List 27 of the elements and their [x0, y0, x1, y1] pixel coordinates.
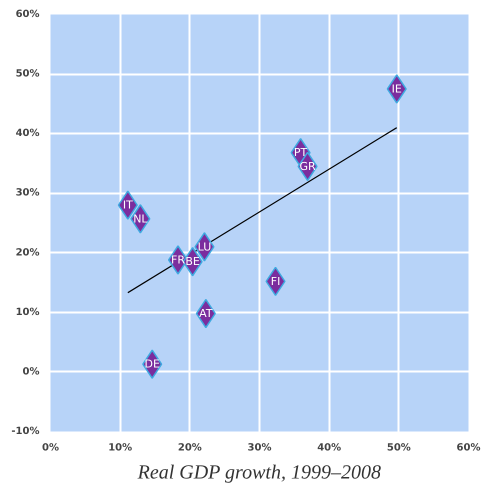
data-label: GR — [299, 160, 316, 173]
y-tick-label: 40% — [16, 128, 40, 140]
data-label: BE — [185, 255, 200, 268]
data-label: IT — [122, 198, 134, 212]
x-tick-label: 30% — [248, 442, 272, 454]
y-tick-label: 60% — [16, 9, 40, 20]
x-axis-title: Real GDP growth, 1999–2008 — [136, 462, 381, 484]
y-tick-label: 10% — [16, 306, 40, 318]
data-label: AT — [199, 307, 213, 320]
data-label: LU — [198, 240, 212, 254]
x-tick-label: 60% — [456, 442, 480, 454]
y-tick-label: 0% — [22, 366, 40, 378]
y-tick-label: 20% — [16, 247, 40, 258]
x-tick-label: 0% — [42, 442, 59, 454]
data-label: IE — [392, 82, 402, 96]
x-tick-label: 10% — [108, 442, 132, 454]
data-label: FI — [270, 274, 280, 288]
data-label: FR — [171, 253, 186, 266]
data-label: PT — [294, 146, 308, 160]
y-tick-label: 30% — [16, 188, 40, 199]
y-tick-label: 50% — [16, 68, 40, 80]
data-label: DE — [144, 358, 160, 371]
x-tick-label: 50% — [386, 442, 411, 454]
y-tick-label: -10% — [11, 426, 40, 437]
data-label: NL — [133, 212, 148, 226]
x-tick-label: 40% — [317, 442, 342, 454]
x-tick-label: 20% — [178, 442, 202, 454]
